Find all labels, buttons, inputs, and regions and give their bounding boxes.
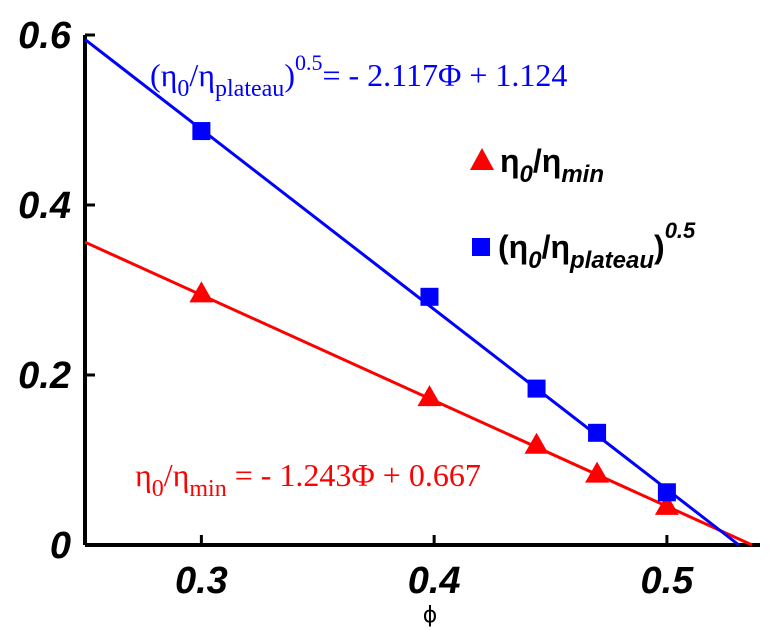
legend-square-marker — [472, 238, 490, 256]
y-tick-label: 0 — [50, 525, 71, 567]
legend: η0/ηmin (η0/ηplateau)0.5 — [470, 143, 696, 274]
data-point-plateau — [657, 483, 676, 502]
y-tick-label: 0.4 — [18, 185, 71, 227]
y-tick-label: 0.6 — [18, 15, 72, 57]
data-points — [189, 122, 679, 515]
fit-line-min — [84, 240, 753, 547]
blue-fit-equation: (η0/ηplateau)0.5= - 2.117Φ + 1.124 — [150, 50, 567, 102]
data-point-min — [654, 493, 679, 515]
axes — [83, 33, 760, 547]
data-point-min — [417, 385, 442, 407]
data-point-plateau — [527, 379, 546, 398]
red-fit-equation: η0/ηmin = - 1.243Φ + 0.667 — [135, 457, 481, 502]
x-tick-label: 0.3 — [175, 560, 228, 602]
data-point-min — [524, 432, 549, 454]
tick-labels: 0.3 0.4 0.5 0 0.2 0.4 0.6 — [18, 15, 694, 602]
y-tick-label: 0.2 — [18, 355, 71, 397]
data-point-plateau — [192, 122, 211, 141]
data-point-plateau — [420, 287, 439, 306]
data-point-min — [189, 281, 214, 303]
data-point-min — [585, 461, 610, 483]
legend-triangle-marker — [470, 148, 494, 170]
legend-label-plateau: (η0/ηplateau)0.5 — [498, 218, 696, 274]
x-axis-label: ϕ — [423, 603, 438, 628]
data-point-plateau — [588, 423, 607, 442]
x-tick-label: 0.4 — [408, 560, 461, 602]
legend-label-min: η0/ηmin — [500, 143, 604, 188]
x-tick-label: 0.5 — [640, 560, 694, 602]
